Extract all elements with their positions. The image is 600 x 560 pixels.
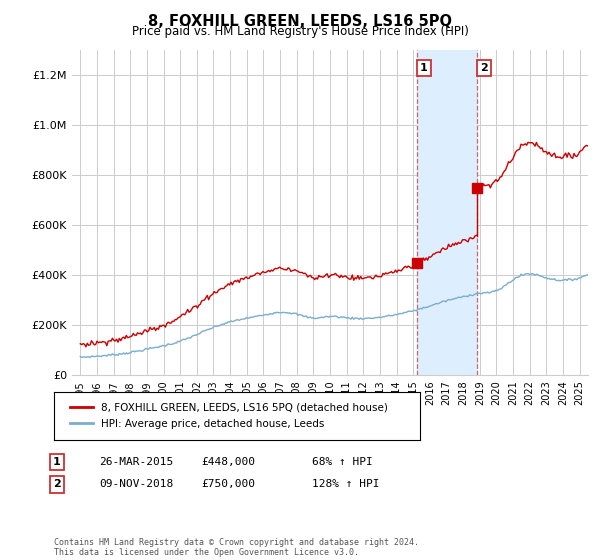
Text: £448,000: £448,000: [201, 457, 255, 467]
Text: Contains HM Land Registry data © Crown copyright and database right 2024.
This d: Contains HM Land Registry data © Crown c…: [54, 538, 419, 557]
Bar: [417, 50, 478, 375]
Text: 26-MAR-2015: 26-MAR-2015: [99, 457, 173, 467]
Text: 68% ↑ HPI: 68% ↑ HPI: [312, 457, 373, 467]
Text: 8, FOXHILL GREEN, LEEDS, LS16 5PQ: 8, FOXHILL GREEN, LEEDS, LS16 5PQ: [148, 14, 452, 29]
Text: £750,000: £750,000: [201, 479, 255, 489]
Text: Price paid vs. HM Land Registry's House Price Index (HPI): Price paid vs. HM Land Registry's House …: [131, 25, 469, 38]
Legend: 8, FOXHILL GREEN, LEEDS, LS16 5PQ (detached house), HPI: Average price, detached: 8, FOXHILL GREEN, LEEDS, LS16 5PQ (detac…: [65, 398, 393, 434]
Text: 2: 2: [480, 63, 488, 73]
Text: 128% ↑ HPI: 128% ↑ HPI: [312, 479, 380, 489]
Text: 1: 1: [420, 63, 428, 73]
Text: 2: 2: [53, 479, 61, 489]
Text: 09-NOV-2018: 09-NOV-2018: [99, 479, 173, 489]
Text: 1: 1: [53, 457, 61, 467]
